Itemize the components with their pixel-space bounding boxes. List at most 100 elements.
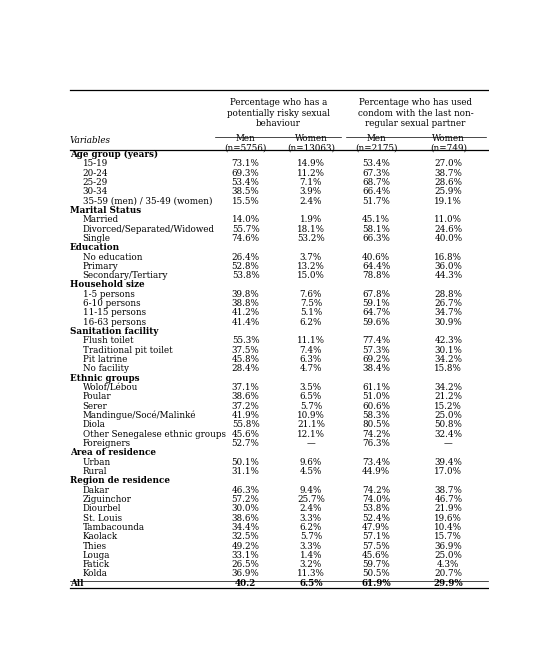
Text: 41.9%: 41.9% <box>232 411 260 420</box>
Text: 36.9%: 36.9% <box>434 541 462 550</box>
Text: Rural: Rural <box>83 467 107 476</box>
Text: 68.7%: 68.7% <box>362 178 390 187</box>
Text: Women
(n=13063): Women (n=13063) <box>287 134 335 153</box>
Text: 15.2%: 15.2% <box>434 402 462 411</box>
Text: 12.1%: 12.1% <box>297 429 325 439</box>
Text: 13.2%: 13.2% <box>297 262 325 271</box>
Text: Women
(n=749): Women (n=749) <box>430 134 467 153</box>
Text: Poular: Poular <box>83 393 111 401</box>
Text: Area of residence: Area of residence <box>70 448 156 457</box>
Text: 50.1%: 50.1% <box>232 458 260 466</box>
Text: 34.7%: 34.7% <box>434 309 462 317</box>
Text: 6.3%: 6.3% <box>300 355 322 364</box>
Text: 46.3%: 46.3% <box>232 486 260 495</box>
Text: 38.7%: 38.7% <box>434 168 462 178</box>
Text: 41.4%: 41.4% <box>231 318 260 327</box>
Text: 6.2%: 6.2% <box>300 318 322 327</box>
Text: 26.4%: 26.4% <box>232 252 260 262</box>
Text: 45.1%: 45.1% <box>362 215 390 224</box>
Text: 25-29: 25-29 <box>83 178 108 187</box>
Text: 6-10 persons: 6-10 persons <box>83 299 140 308</box>
Text: 69.2%: 69.2% <box>362 355 390 364</box>
Text: Wolof/Lébou: Wolof/Lébou <box>83 383 138 392</box>
Text: 27.0%: 27.0% <box>434 159 462 168</box>
Text: 74.2%: 74.2% <box>362 486 390 495</box>
Text: Flush toilet: Flush toilet <box>83 336 133 346</box>
Text: Single: Single <box>83 234 111 243</box>
Text: 44.9%: 44.9% <box>362 467 390 476</box>
Text: 15.7%: 15.7% <box>434 532 462 541</box>
Text: 25.7%: 25.7% <box>297 495 325 504</box>
Text: 53.2%: 53.2% <box>297 234 325 243</box>
Text: 39.8%: 39.8% <box>232 290 260 299</box>
Text: Fatick: Fatick <box>83 560 110 569</box>
Text: Urban: Urban <box>83 458 111 466</box>
Text: Percentage who has a
potentially risky sexual
behaviour: Percentage who has a potentially risky s… <box>227 99 330 128</box>
Text: 69.3%: 69.3% <box>232 168 260 178</box>
Text: —: — <box>444 439 453 448</box>
Text: 67.3%: 67.3% <box>362 168 390 178</box>
Text: 53.4%: 53.4% <box>362 159 390 168</box>
Text: 7.4%: 7.4% <box>300 346 322 355</box>
Text: 38.4%: 38.4% <box>362 364 390 373</box>
Text: 57.1%: 57.1% <box>362 532 390 541</box>
Text: St. Louis: St. Louis <box>83 513 122 523</box>
Text: 35-59 (men) / 35-49 (women): 35-59 (men) / 35-49 (women) <box>83 197 212 205</box>
Text: 38.8%: 38.8% <box>232 299 260 308</box>
Text: 77.4%: 77.4% <box>362 336 390 346</box>
Text: 20.7%: 20.7% <box>434 570 462 578</box>
Text: 34.2%: 34.2% <box>434 383 462 392</box>
Text: Ziguinchor: Ziguinchor <box>83 495 131 504</box>
Text: All: All <box>70 579 84 588</box>
Text: 44.3%: 44.3% <box>434 271 462 280</box>
Text: Secondary/Tertiary: Secondary/Tertiary <box>83 271 168 280</box>
Text: Variables: Variables <box>70 136 111 145</box>
Text: 26.7%: 26.7% <box>434 299 462 308</box>
Text: 57.3%: 57.3% <box>362 346 390 355</box>
Text: 15-19: 15-19 <box>83 159 108 168</box>
Text: 7.6%: 7.6% <box>300 290 322 299</box>
Text: 37.1%: 37.1% <box>232 383 260 392</box>
Text: 16-63 persons: 16-63 persons <box>83 318 146 327</box>
Text: 59.1%: 59.1% <box>362 299 390 308</box>
Text: 3.2%: 3.2% <box>300 560 322 569</box>
Text: 4.5%: 4.5% <box>300 467 322 476</box>
Text: Diola: Diola <box>83 420 105 429</box>
Text: 51.7%: 51.7% <box>362 197 390 205</box>
Text: 38.6%: 38.6% <box>232 393 260 401</box>
Text: 76.3%: 76.3% <box>362 439 390 448</box>
Text: Age group (years): Age group (years) <box>70 150 158 159</box>
Text: 53.4%: 53.4% <box>232 178 260 187</box>
Text: 57.5%: 57.5% <box>362 541 390 550</box>
Text: 52.7%: 52.7% <box>232 439 260 448</box>
Text: 21.1%: 21.1% <box>297 420 325 429</box>
Text: 60.6%: 60.6% <box>362 402 390 411</box>
Text: 3.7%: 3.7% <box>300 252 322 262</box>
Text: 5.7%: 5.7% <box>300 532 322 541</box>
Text: 10.9%: 10.9% <box>297 411 325 420</box>
Text: 74.2%: 74.2% <box>362 429 390 439</box>
Text: 3.9%: 3.9% <box>300 187 322 197</box>
Text: 52.8%: 52.8% <box>232 262 260 271</box>
Text: Divorced/Separated/Widowed: Divorced/Separated/Widowed <box>83 225 214 234</box>
Text: 9.6%: 9.6% <box>300 458 322 466</box>
Text: 34.4%: 34.4% <box>232 523 260 532</box>
Text: 73.1%: 73.1% <box>232 159 260 168</box>
Text: 4.7%: 4.7% <box>300 364 322 373</box>
Text: 6.2%: 6.2% <box>300 523 322 532</box>
Text: 15.8%: 15.8% <box>434 364 462 373</box>
Text: Kolda: Kolda <box>83 570 108 578</box>
Text: 46.7%: 46.7% <box>434 495 462 504</box>
Text: Louga: Louga <box>83 551 110 560</box>
Text: 38.5%: 38.5% <box>232 187 260 197</box>
Text: Sanitation facility: Sanitation facility <box>70 327 159 336</box>
Text: 50.8%: 50.8% <box>434 420 462 429</box>
Text: 53.8%: 53.8% <box>362 504 390 513</box>
Text: 74.6%: 74.6% <box>232 234 260 243</box>
Text: 58.3%: 58.3% <box>362 411 390 420</box>
Text: 1.4%: 1.4% <box>300 551 322 560</box>
Text: No facility: No facility <box>83 364 129 373</box>
Text: Thies: Thies <box>83 541 107 550</box>
Text: 3.5%: 3.5% <box>300 383 322 392</box>
Text: Ethnic groups: Ethnic groups <box>70 374 140 382</box>
